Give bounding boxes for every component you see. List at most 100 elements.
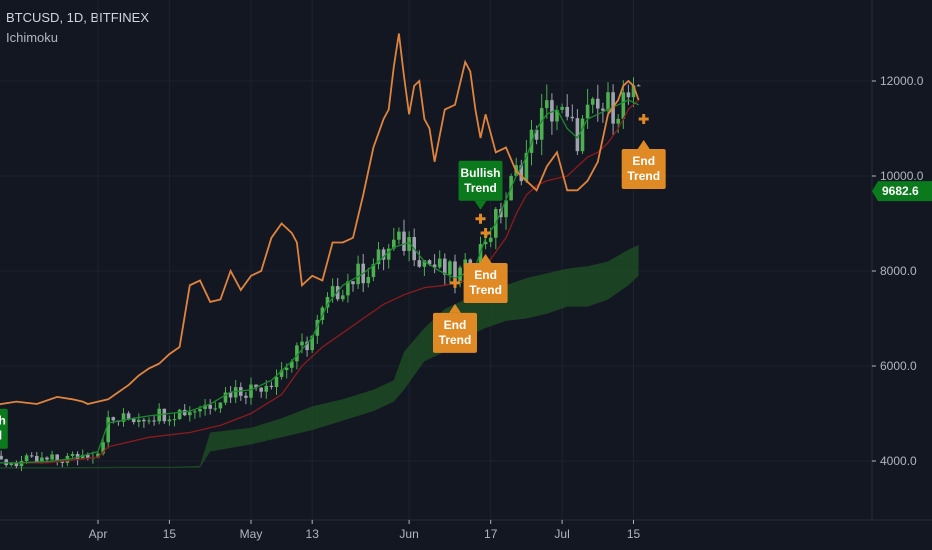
candle-body [19,461,24,467]
candle-body [545,100,549,109]
end-trend-label-box [621,149,666,189]
price-tick-label: 12000.0 [880,74,924,88]
candle-body [40,457,44,462]
candle-body [274,376,279,387]
time-tick-label: 15 [627,527,641,541]
candle-body [550,100,554,122]
bullish-trend-label-pointer [474,200,487,210]
time-tick-label: Jun [399,527,418,541]
price-tick-label: 8000.0 [880,264,917,278]
candle-body [300,341,304,346]
candle-body [555,109,559,122]
candle-body [290,361,294,368]
candle-body [188,412,192,416]
candle-body [142,419,146,422]
candle-body [233,387,238,398]
price-tick-label: 10000.0 [880,169,924,183]
candle-body [488,237,493,242]
candle-body [131,418,136,423]
candle-body [524,152,529,182]
candle-body [402,231,406,251]
candle-body [397,231,401,240]
candle-body [407,237,411,251]
candle-body [24,455,29,462]
candle-body [284,367,289,371]
candle-body [636,85,641,87]
candle-body [182,409,187,416]
time-tick-label: 15 [163,527,177,541]
candle-body [330,286,335,297]
candle-body [193,411,197,413]
candle-body [570,116,575,119]
time-tick-label: Jul [554,527,569,541]
candle-body [371,264,376,278]
candle-body [386,248,391,260]
candle-body [626,92,631,98]
candle-body [249,384,253,398]
end-trend-marker [450,277,460,288]
candle-body [580,118,585,152]
time-tick-label: Apr [89,527,108,541]
bullish-trend-label-text: Bullish [460,166,500,180]
candle-body [621,92,626,119]
end-trend-label-pointer [637,140,650,149]
candle-body [427,260,432,265]
candle-body [376,249,381,265]
candle-body [35,455,39,462]
candle-body [213,408,218,410]
candle-body [177,409,182,420]
candle-body [254,384,258,388]
candle-body [121,413,126,422]
candle-body [341,295,345,300]
candle-body [264,385,269,392]
candle-body [519,165,524,182]
candle-body [50,454,54,460]
candle-body [539,108,544,140]
candle-body [203,404,207,409]
candle-body [4,459,8,466]
candle-body [565,106,569,117]
candle-body [55,454,59,461]
candle-body [320,307,325,320]
candle-body [417,260,422,267]
candle-body [392,239,396,249]
last-price-tag [872,181,932,202]
end-trend-label-pointer [449,303,461,313]
bullish-trend-label-box [458,160,503,201]
candle-body [504,200,508,218]
candle-body [172,419,177,421]
candle-body [575,118,580,152]
time-tick-label: 17 [484,527,498,541]
candle-body [198,408,202,412]
candle-body [560,106,564,110]
end-trend-label-text: Trend [627,169,660,183]
end-trend-label-text: End [632,154,655,168]
time-tick-label: May [240,527,263,541]
bullish-trend-label-text: Bullish [0,414,6,428]
candle-body [259,387,263,392]
candle-body [167,419,172,422]
candle-body [346,281,350,296]
candle-body [9,463,14,466]
candle-body [86,454,90,459]
candle-body [0,455,3,460]
lagging-span [0,33,640,406]
candle-body [305,341,309,351]
candle-body [351,281,355,285]
base-line [0,99,640,464]
candle-body [162,408,167,422]
candle-body [437,258,442,268]
end-trend-label-pointer [479,254,492,263]
candle-body [453,261,457,283]
end-trend-label-text: Trend [469,283,502,297]
candle-body [126,413,131,419]
candle-body [208,404,212,409]
candle-body [366,277,371,284]
bullish-trend-marker [475,213,486,224]
candle-body [631,85,636,98]
candle-body [269,385,274,387]
candle-body [147,420,151,422]
candle-body [96,453,100,458]
candle-body [596,98,600,109]
